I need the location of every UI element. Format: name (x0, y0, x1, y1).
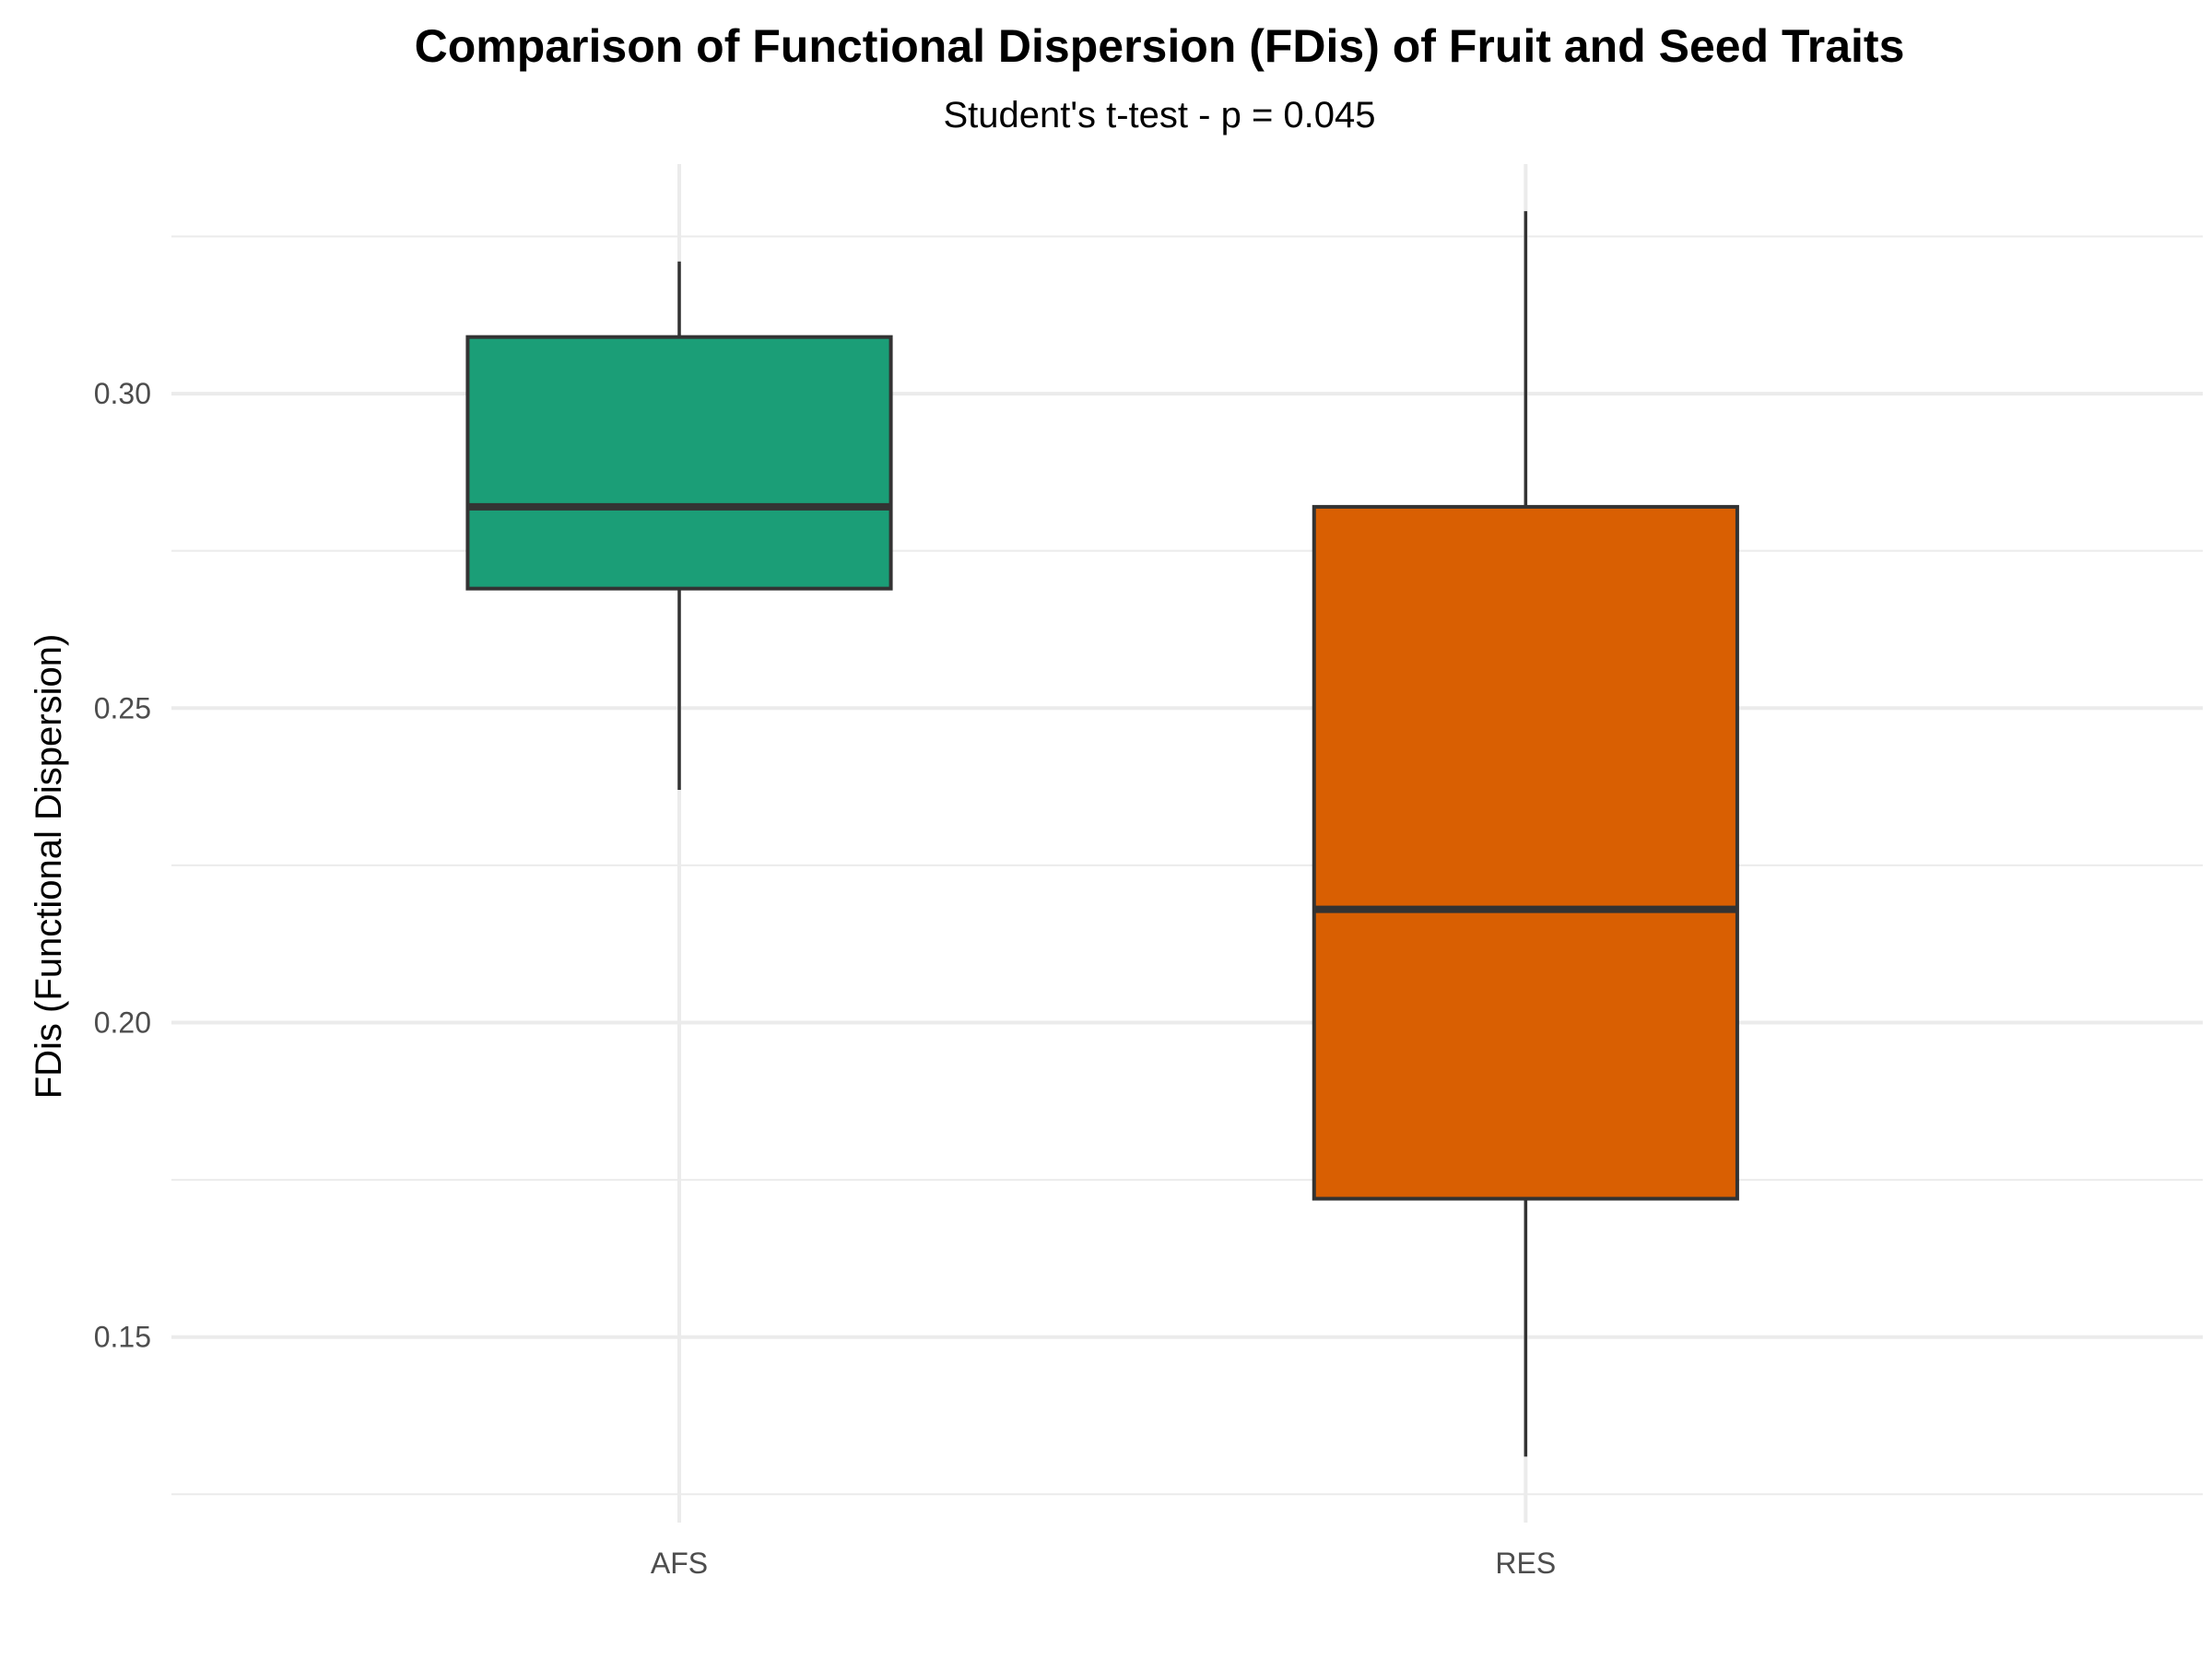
chart-subtitle: Student's t-test - p = 0.045 (943, 95, 1375, 135)
x-tick-label: AFS (651, 1547, 708, 1580)
box-res (1312, 211, 1739, 1457)
x-tick-labels: AFS RES (651, 1547, 1556, 1580)
x-tick-label: RES (1495, 1547, 1556, 1580)
chart-title: Comparison of Functional Dispersion (FDi… (415, 20, 1905, 72)
y-tick-label: 0.30 (94, 377, 151, 410)
boxes (465, 211, 1739, 1457)
y-tick-labels: 0.15 0.20 0.25 0.30 (94, 377, 151, 1354)
box-body (465, 335, 893, 591)
y-tick-label: 0.25 (94, 691, 151, 724)
y-tick-label: 0.15 (94, 1321, 151, 1354)
box-afs (465, 261, 893, 790)
y-axis-title: FDis (Functional Dispersion) (29, 634, 69, 1100)
box-body (1312, 504, 1739, 1201)
y-tick-label: 0.20 (94, 1006, 151, 1039)
